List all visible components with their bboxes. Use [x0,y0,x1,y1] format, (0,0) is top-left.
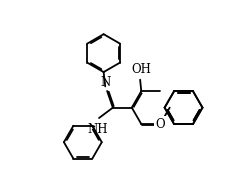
Text: NH: NH [87,123,108,136]
Text: O: O [155,118,165,131]
Text: N: N [100,76,110,89]
Text: OH: OH [131,63,151,76]
